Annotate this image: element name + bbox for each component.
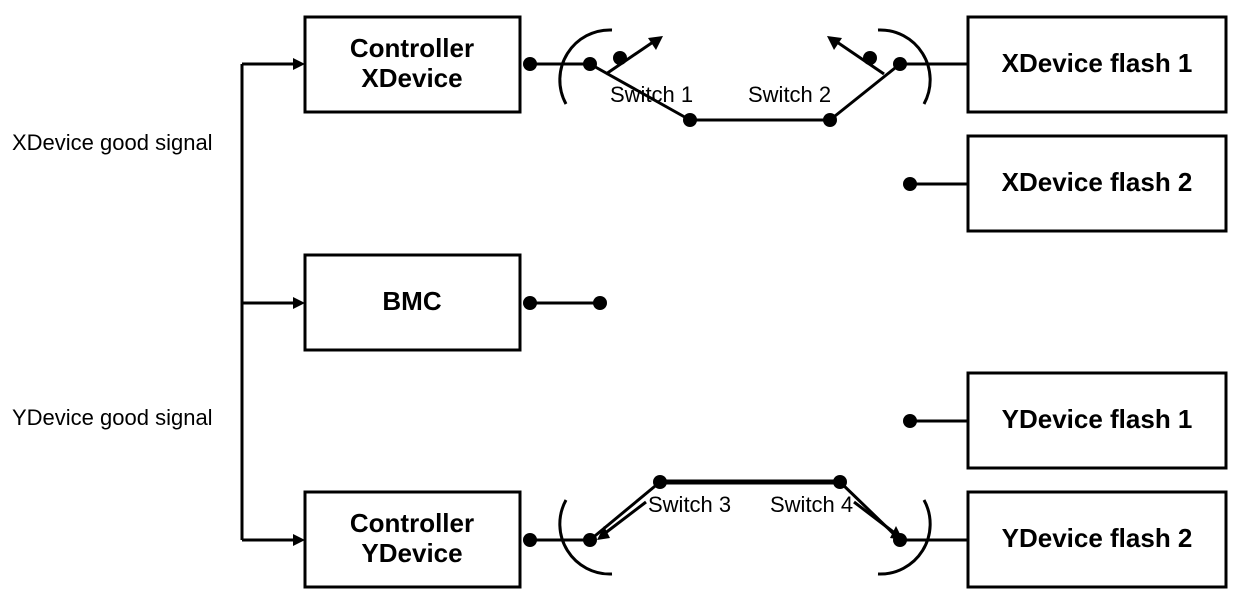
controller-ydevice-label1: Controller bbox=[350, 508, 474, 538]
xdevice-good-signal-label: XDevice good signal bbox=[12, 130, 213, 155]
xdevice-flash-2-label: XDevice flash 2 bbox=[1002, 167, 1193, 197]
bmc-right-stub bbox=[523, 296, 607, 310]
ydevice-flash-2-label: YDevice flash 2 bbox=[1002, 523, 1193, 553]
ydevice-flash-1-stub bbox=[903, 414, 968, 428]
bmc-label: BMC bbox=[382, 286, 441, 316]
bmc-box: BMC bbox=[305, 255, 520, 350]
ydevice-flash-2-box: YDevice flash 2 bbox=[968, 492, 1226, 587]
controller-xdevice-label1: Controller bbox=[350, 33, 474, 63]
controller-xdevice-box: Controller XDevice bbox=[305, 17, 520, 112]
controller-ydevice-box: Controller YDevice bbox=[305, 492, 520, 587]
xdevice-flash-1-label: XDevice flash 1 bbox=[1002, 48, 1193, 78]
controller-xdevice-label2: XDevice bbox=[361, 63, 462, 93]
switch-2-label: Switch 2 bbox=[748, 82, 831, 107]
ydevice-flash-1-box: YDevice flash 1 bbox=[968, 373, 1226, 468]
switch-3-label: Switch 3 bbox=[648, 492, 731, 517]
ydevice-flash-1-label: YDevice flash 1 bbox=[1002, 404, 1193, 434]
y-switch-network bbox=[523, 475, 968, 574]
xdevice-flash-1-box: XDevice flash 1 bbox=[968, 17, 1226, 112]
controller-ydevice-label2: YDevice bbox=[361, 538, 462, 568]
signal-bus bbox=[242, 58, 305, 546]
switch-4-label: Switch 4 bbox=[770, 492, 853, 517]
x-switch-network bbox=[523, 30, 968, 127]
ydevice-good-signal-label: YDevice good signal bbox=[12, 405, 213, 430]
xdevice-flash-2-stub bbox=[903, 177, 968, 191]
diagram-canvas: Controller XDevice BMC Controller YDevic… bbox=[0, 0, 1240, 612]
switch-1-label: Switch 1 bbox=[610, 82, 693, 107]
xdevice-flash-2-box: XDevice flash 2 bbox=[968, 136, 1226, 231]
